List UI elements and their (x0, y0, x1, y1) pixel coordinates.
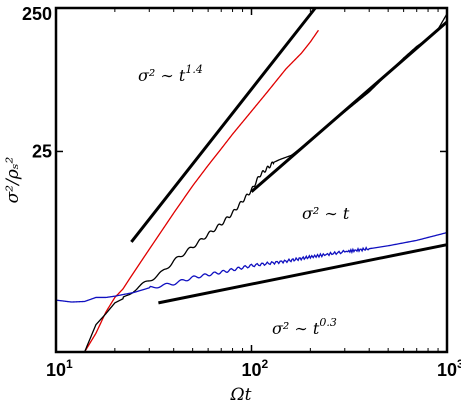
x-tick-label-0: 101 (46, 357, 73, 380)
reference-line-0 (130, 7, 317, 243)
y-tick-label-0: 25 (32, 141, 52, 161)
x-tick-label-1: 102 (242, 357, 269, 380)
y-axis-label: σ²/ρₛ² (3, 156, 23, 203)
series-line-2 (56, 231, 447, 303)
series-line-1 (83, 13, 447, 352)
reference-line-1 (250, 20, 448, 193)
annotation-t0.3: σ² ∼ t0.3 (272, 316, 337, 338)
series-layer (56, 13, 447, 352)
ticks: 101 102 103 25 250 (22, 4, 461, 380)
series-line-0 (84, 29, 319, 352)
y-tick-label-1: 250 (22, 4, 52, 24)
x-axis-label: Ωt (230, 385, 252, 405)
x-tick-label-2: 103 (437, 357, 461, 380)
annotation-t1.4: σ² ∼ t1.4 (138, 63, 203, 85)
plot-frame (54, 6, 449, 354)
reference-lines (130, 7, 448, 305)
reference-line-2 (158, 243, 448, 305)
annotation-t1: σ² ∼ t (302, 204, 350, 223)
